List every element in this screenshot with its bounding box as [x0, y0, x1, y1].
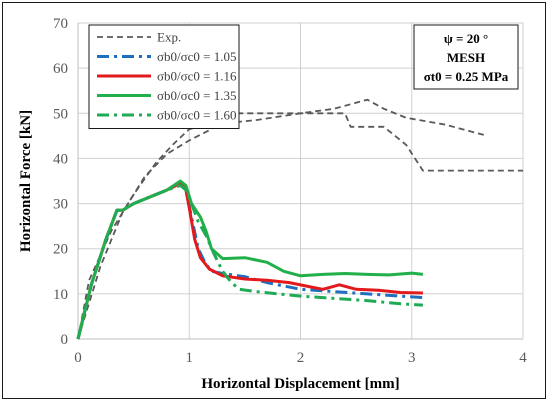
- series-line-1-2: [77, 112, 523, 340]
- info-box-frame: [413, 24, 519, 90]
- x-tick-label: 1: [186, 350, 194, 366]
- series-line-1-1: [77, 98, 488, 340]
- y-tick-label: 40: [53, 151, 68, 167]
- series-line-4: [76, 179, 424, 340]
- x-tick-label: 2: [297, 350, 305, 366]
- x-axis-title: Horizontal Displacement [mm]: [201, 376, 399, 392]
- x-tick-label: 3: [408, 350, 416, 366]
- legend-label-5: σb0/σc0 = 1.60: [157, 108, 236, 123]
- x-tick-label: 0: [74, 350, 82, 366]
- y-tick-label: 50: [53, 106, 68, 122]
- legend-label-1: Exp.: [157, 30, 181, 45]
- y-tick-label: 10: [53, 287, 68, 303]
- series-line-5: [76, 184, 423, 340]
- y-tick-label: 60: [53, 61, 68, 77]
- y-tick-label: 0: [61, 332, 69, 348]
- info-line-1: ψ = 20 °: [444, 31, 488, 46]
- chart-frame: 0 10 20 30 40 50 60 70 0 1 2 3 4 Horizontal Displace…: [2, 2, 546, 399]
- info-box: ψ = 20 ° MESH σt0 = 0.25 MPa: [413, 24, 519, 90]
- y-axis-title: Horizontal Force [kN]: [18, 110, 34, 252]
- series-lines: [76, 98, 523, 340]
- tick-labels: 0 10 20 30 40 50 60 70 0 1 2 3 4: [53, 16, 527, 366]
- legend: Exp. σb0/σc0 = 1.05 σb0/σc0 = 1.16 σb0/σc0 …: [88, 24, 240, 129]
- legend-label-2: σb0/σc0 = 1.05: [157, 49, 236, 64]
- y-tick-label: 30: [53, 197, 68, 213]
- y-tick-label: 20: [53, 242, 68, 258]
- legend-label-3: σb0/σc0 = 1.16: [157, 69, 237, 84]
- y-tick-label: 70: [53, 16, 68, 32]
- info-line-2: MESH: [447, 50, 485, 65]
- info-line-3: σt0 = 0.25 MPa: [424, 69, 509, 84]
- x-tick-label: 4: [519, 350, 527, 366]
- legend-label-4: σb0/σc0 = 1.35: [157, 88, 236, 103]
- axes: [77, 23, 523, 340]
- line-chart: 0 10 20 30 40 50 60 70 0 1 2 3 4 Horizontal Displace…: [18, 16, 527, 392]
